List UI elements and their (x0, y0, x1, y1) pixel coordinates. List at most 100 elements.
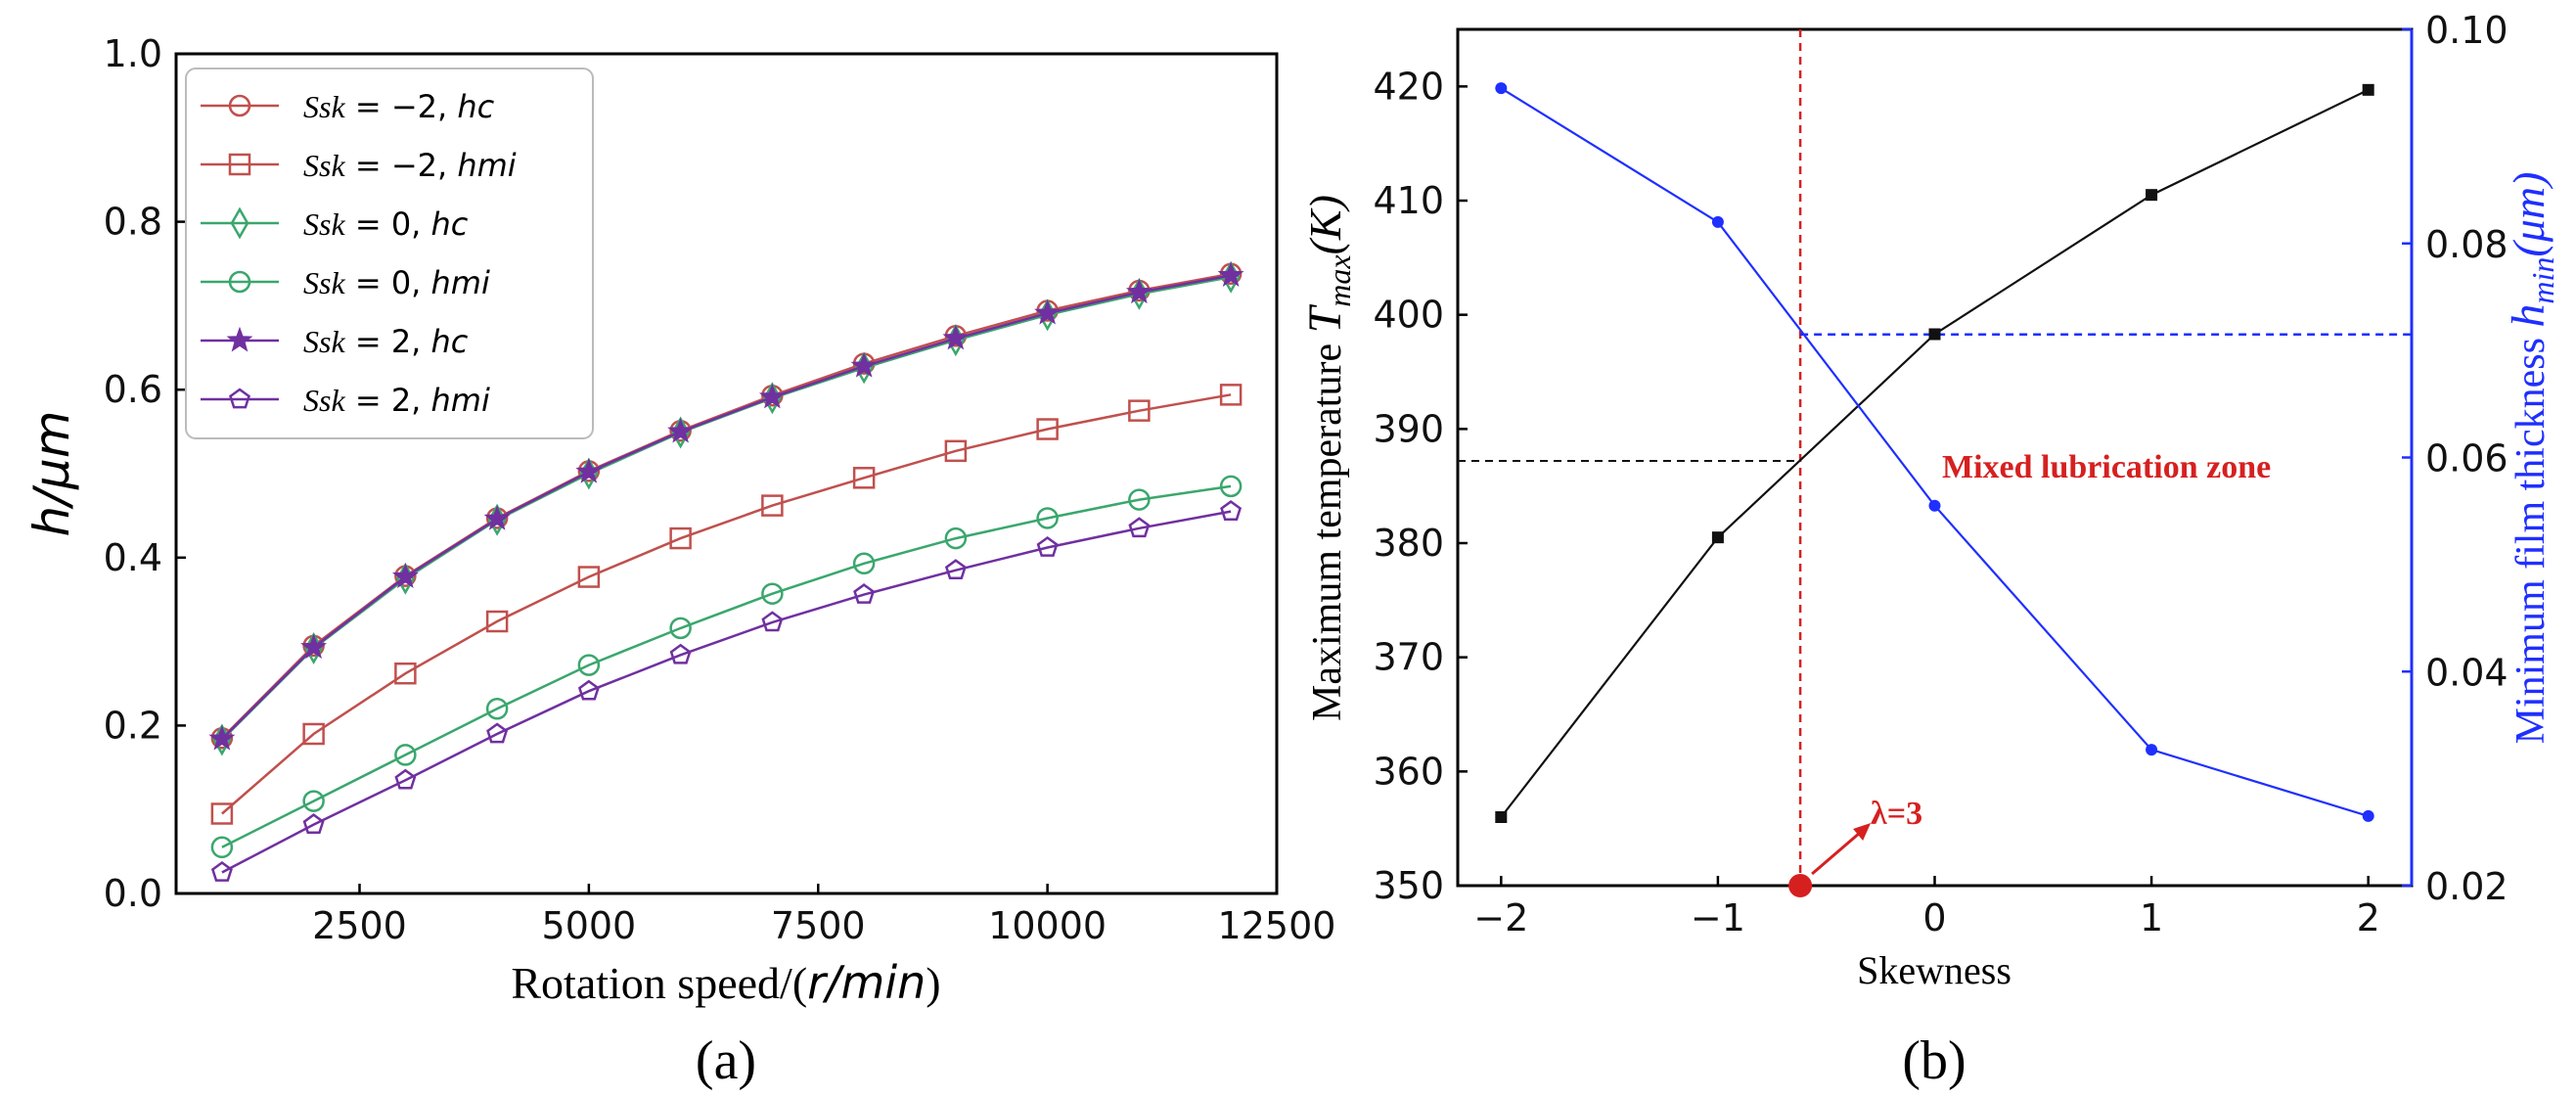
a-data-point (853, 583, 876, 604)
panel-b-y2label: Minimum film thickness hmin(μm) (2503, 172, 2560, 745)
a-data-point (761, 611, 784, 632)
legend-label: Ssk = −2, hmi (303, 147, 517, 184)
a-xtick-label: 7500 (771, 904, 866, 947)
b-data-point (1711, 215, 1724, 228)
a-series-line-5 (221, 510, 1232, 874)
legend-label: Ssk = 0, hmi (303, 264, 490, 301)
panel-a-xlabel: Rotation speed/(r/min) (511, 956, 940, 1009)
a-data-point (667, 417, 695, 443)
legend-ssk: Ssk (303, 265, 345, 300)
b-y2tick-label: 0.04 (2425, 651, 2508, 694)
a-data-point (577, 654, 601, 676)
a-data-point (1036, 418, 1059, 440)
legend-ssk: Ssk (303, 383, 345, 418)
a-data-point (1217, 261, 1244, 287)
a-data-point (669, 643, 692, 664)
b-ytick-label: 410 (1373, 179, 1444, 222)
y2label-main: Minimum film thickness (2508, 328, 2553, 745)
ylabel-subscript: max (1322, 254, 1357, 306)
b-data-point (2362, 809, 2374, 822)
b-data-point (2146, 744, 2158, 756)
b-data-point (1928, 499, 1941, 512)
b-data-point (1495, 82, 1508, 95)
a-data-point (1128, 399, 1151, 422)
a-data-point (944, 439, 968, 463)
b-xtick-label: −1 (1691, 896, 1745, 939)
lambda-arrow-head (1853, 823, 1872, 841)
a-series-line-3 (221, 484, 1232, 848)
b-y2tick-label: 0.02 (2425, 865, 2508, 908)
a-data-point (944, 559, 967, 580)
xlabel-italic: r/min (807, 956, 926, 1009)
a-data-point (300, 633, 328, 660)
legend-marker (228, 153, 251, 176)
b-data-point (1711, 531, 1724, 544)
legend-h: hc (431, 206, 469, 243)
a-ytick-label: 0.6 (104, 368, 162, 411)
b-xtick-label: 1 (2140, 896, 2163, 939)
legend-marker (228, 270, 251, 294)
y2label-unit: (μm) (2504, 172, 2553, 257)
a-data-point (577, 566, 601, 588)
a-ytick-label: 0.8 (104, 201, 162, 244)
panel-b-ylabel: Maximum temperature Tmax(K) (1299, 195, 1357, 721)
xlabel-prefix: Rotation speed/( (511, 958, 807, 1008)
a-data-point (485, 697, 509, 720)
b-data-point (1495, 811, 1508, 823)
a-series-line-4 (221, 274, 1232, 740)
b-data-point (2146, 189, 2158, 202)
a-data-point (669, 526, 692, 550)
a-data-point (210, 836, 234, 859)
panel-b-label: (b) (1902, 1030, 1966, 1091)
legend-value: = 2, (345, 323, 431, 360)
b-data-point (1928, 328, 1941, 341)
panel-b: 350 360 370 380 390 400 410 420 0.02 0.04 0.06 0.08… (1299, 9, 2560, 1091)
a-data-point (1219, 384, 1243, 406)
legend-h: hc (457, 88, 494, 125)
ylabel-symbol: T (1299, 303, 1351, 333)
panel-a-label: (a) (696, 1030, 756, 1091)
a-data-point (302, 790, 325, 812)
a-data-point (483, 505, 511, 530)
a-data-point (1219, 475, 1243, 498)
legend-h: hmi (457, 147, 516, 184)
a-xtick-label: 10000 (988, 904, 1107, 947)
b-y2tick-label: 0.06 (2425, 437, 2508, 480)
a-xtick-label: 12500 (1218, 904, 1336, 947)
ylabel-unit: (K) (1300, 195, 1350, 254)
a-series-line-1 (221, 393, 1232, 815)
a-data-point (210, 802, 234, 825)
b-ytick-label: 400 (1373, 294, 1444, 337)
a-data-point (391, 563, 419, 588)
legend-ssk: Ssk (303, 89, 345, 124)
legend-label: Ssk = 2, hc (303, 323, 469, 360)
a-ytick-label: 0.2 (104, 704, 162, 747)
b-ytick-label: 360 (1373, 750, 1444, 793)
a-data-point (577, 679, 600, 701)
a-data-point (485, 610, 509, 633)
b-y2tick-label: 0.10 (2425, 9, 2508, 52)
panel-b-ticks: 350 360 370 380 390 400 410 420 0.02 0.04 0.06 0.08… (1373, 9, 2508, 939)
b-ytick-label: 370 (1373, 636, 1444, 679)
b-xtick-label: 2 (2357, 896, 2380, 939)
panel-a-ylabel: h/μm (23, 410, 80, 536)
lambda-arrow-shaft (1811, 830, 1863, 876)
a-data-point (302, 813, 325, 834)
panel-a-ticks: 0.0 0.2 0.4 0.6 0.8 1.0 2500 5000 7500 10000 12500 (104, 32, 1336, 947)
lambda-label: λ=3 (1871, 796, 1922, 832)
legend-label: Ssk = 2, hmi (303, 382, 490, 419)
b-data-point (2362, 83, 2374, 96)
ylabel-main: Maximum temperature (1305, 333, 1350, 721)
b-ytick-label: 380 (1373, 522, 1444, 565)
b-xtick-label: 0 (1922, 896, 1946, 939)
legend-ssk: Ssk (303, 324, 345, 359)
xlabel-suffix: ) (926, 958, 940, 1008)
legend-ssk: Ssk (303, 206, 345, 242)
panel-a-plot-frame (174, 52, 1279, 895)
legend-h: hmi (431, 382, 490, 419)
a-data-point (302, 722, 325, 746)
legend-marker (226, 326, 253, 352)
legend-value: = 0, (345, 264, 431, 301)
a-ytick-label: 1.0 (104, 32, 162, 75)
a-data-point (852, 467, 876, 489)
